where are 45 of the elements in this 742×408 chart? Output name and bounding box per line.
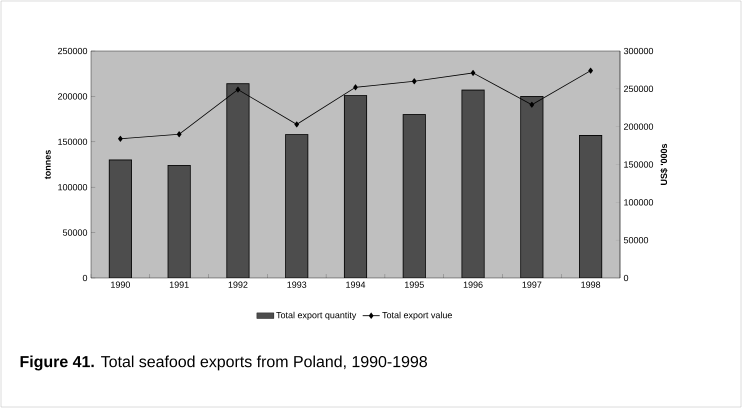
bar	[344, 95, 368, 278]
bar	[168, 165, 191, 278]
legend-label: Total export quantity	[276, 312, 356, 320]
bar	[285, 134, 308, 278]
point	[530, 102, 534, 108]
bar	[226, 83, 250, 278]
y-tick-label: 50000	[62, 229, 88, 236]
y2-axis-title: US$ '000s	[660, 144, 668, 185]
y2-tick-label: 150000	[624, 161, 654, 168]
y2-tick-label: 50000	[624, 236, 648, 244]
point	[118, 136, 123, 142]
x-tick-label: 1994	[346, 282, 366, 288]
point	[470, 70, 476, 76]
y2-tick-label: 100000	[624, 199, 654, 206]
y-tick-label: 0	[82, 274, 88, 282]
point	[236, 86, 240, 93]
bar	[520, 96, 544, 278]
y2-tick-label: 250000	[624, 86, 654, 92]
y-axis-title: tonnes	[44, 150, 51, 180]
x-tick-label: 1993	[287, 282, 306, 288]
point	[176, 131, 182, 138]
y2-tick-label: 200000	[624, 123, 654, 130]
x-tick-label: 1992	[228, 282, 248, 288]
y2-tick-label: 300000	[624, 48, 654, 54]
y-tick-label: 200000	[58, 93, 88, 100]
x-tick-label: 1998	[581, 282, 600, 288]
bar	[461, 90, 485, 278]
point	[588, 68, 593, 74]
y-tick-label: 250000	[58, 48, 88, 54]
point	[412, 78, 417, 84]
x-tick-label: 1995	[404, 282, 424, 288]
x-tick-label: 1991	[170, 282, 189, 288]
x-tick-label: 1996	[464, 282, 483, 288]
x-tick-label: 1990	[111, 282, 130, 288]
y-tick-label: 100000	[58, 184, 88, 190]
bar	[108, 160, 132, 278]
x-tick-label: 1997	[522, 282, 542, 288]
text: Figure 41. Total seafood exports from Poland, 1990-1998	[20, 356, 427, 370]
bar	[402, 114, 426, 278]
bar	[579, 135, 602, 278]
y2-tick-label: 0	[624, 274, 628, 282]
point	[353, 84, 358, 90]
point	[294, 121, 300, 128]
legend-label: Total export value	[382, 312, 452, 320]
y-tick-label: 150000	[58, 138, 88, 145]
